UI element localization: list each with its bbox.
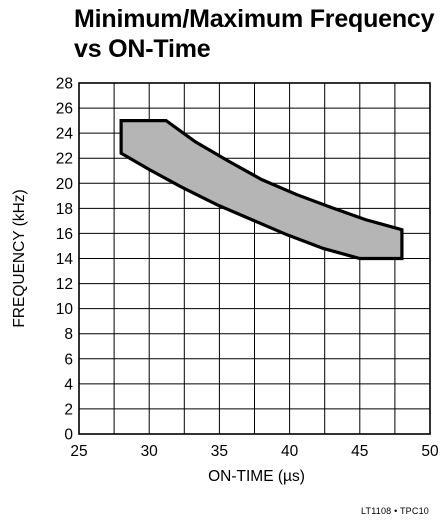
chart-title: Minimum/Maximum Frequency vs ON-Time	[74, 4, 435, 64]
x-axis-label: ON-TIME (µs)	[208, 468, 305, 485]
y-tick-label: 14	[56, 251, 74, 268]
x-tick-label: 35	[211, 443, 228, 460]
y-tick-label: 18	[56, 201, 73, 218]
y-tick-label: 24	[56, 126, 74, 143]
y-tick-label: 16	[56, 226, 73, 243]
y-tick-label: 6	[64, 351, 73, 368]
x-tick-label: 50	[421, 443, 439, 460]
plot-area	[119, 119, 404, 261]
y-tick-label: 8	[64, 326, 73, 343]
y-tick-label: 0	[64, 427, 73, 444]
plot-frame	[78, 82, 431, 435]
plot-border	[78, 82, 431, 435]
x-tick-label: 30	[141, 443, 159, 460]
y-tick-label: 28	[56, 76, 73, 93]
chart-title-line-2: vs ON-Time	[74, 35, 211, 63]
x-tick-label: 40	[281, 443, 299, 460]
x-tick-labels: 25 30 35 40 45 50	[70, 443, 439, 460]
min-max-frequency-region	[119, 119, 404, 261]
figure-code: LT1108 • TPC10	[361, 506, 429, 516]
y-tick-label: 4	[64, 376, 73, 393]
x-tick-label: 45	[351, 443, 368, 460]
y-tick-label: 2	[64, 401, 73, 418]
y-tick-label: 20	[56, 176, 74, 193]
y-tick-label: 12	[56, 276, 73, 293]
chart-title-line-1: Minimum/Maximum Frequency	[74, 5, 435, 33]
x-tick-label: 25	[70, 443, 87, 460]
y-tick-label: 10	[56, 301, 74, 318]
y-tick-label: 26	[56, 101, 73, 118]
y-axis-label: FREQUENCY (kHz)	[11, 189, 28, 327]
y-tick-label: 22	[56, 151, 73, 168]
